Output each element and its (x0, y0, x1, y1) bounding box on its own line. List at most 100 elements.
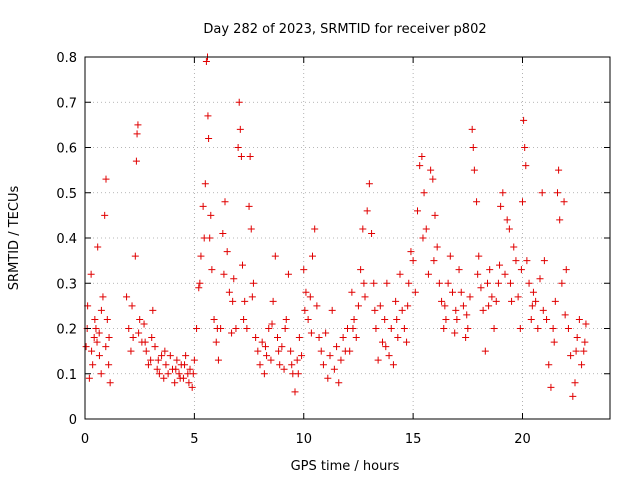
data-point (260, 370, 268, 378)
data-point (545, 361, 553, 369)
data-point (348, 288, 356, 296)
data-point (254, 347, 262, 355)
data-point (370, 279, 378, 287)
axis-ticks (84, 56, 610, 420)
data-point (131, 252, 139, 260)
data-point (409, 257, 417, 265)
data-point (213, 325, 221, 332)
y-tick-label: 0 (69, 413, 77, 428)
data-point (411, 288, 419, 296)
data-point (547, 383, 555, 391)
data-point (93, 338, 101, 346)
data-point (190, 356, 198, 364)
data-point (368, 229, 376, 237)
y-tick-label: 0.4 (56, 232, 77, 247)
data-point (438, 297, 446, 305)
data-point (470, 166, 478, 174)
data-point (210, 315, 218, 323)
data-point (185, 379, 193, 387)
data-point (232, 325, 240, 332)
data-point (294, 370, 302, 378)
data-point (484, 279, 491, 287)
data-point (464, 325, 472, 332)
data-point (153, 365, 161, 373)
data-point (387, 325, 395, 332)
data-point (389, 361, 397, 369)
x-tick-label: 5 (190, 432, 198, 447)
data-point (234, 144, 242, 151)
data-point (166, 352, 174, 360)
data-point (430, 257, 438, 265)
data-point (278, 343, 286, 351)
data-point (469, 144, 477, 151)
data-point (555, 166, 563, 174)
data-point (501, 270, 509, 278)
data-point (199, 202, 207, 210)
data-point (103, 315, 111, 323)
data-point (196, 279, 204, 287)
data-point (265, 325, 273, 332)
data-point (149, 306, 157, 314)
data-point (486, 266, 494, 274)
data-point (459, 302, 467, 310)
chart-title: Day 282 of 2023, SRMTID for receiver p80… (203, 22, 486, 37)
data-point (398, 306, 406, 314)
data-point (256, 361, 264, 369)
data-point (520, 116, 528, 124)
data-point (477, 284, 485, 292)
data-point (322, 329, 330, 337)
data-point (288, 361, 296, 369)
data-point (207, 211, 215, 219)
y-tick-label: 0.7 (56, 96, 77, 111)
data-point (453, 315, 461, 323)
data-point (422, 225, 430, 233)
data-point (528, 302, 536, 310)
data-point (400, 325, 408, 332)
data-point (506, 279, 514, 287)
data-point (490, 325, 498, 332)
data-point (381, 315, 389, 323)
data-point (274, 334, 281, 342)
data-point (133, 130, 141, 138)
y-tick-label: 0.6 (56, 142, 77, 157)
data-point (354, 302, 362, 310)
data-point (197, 252, 205, 260)
data-point (485, 302, 493, 310)
data-point (214, 356, 222, 364)
data-point (261, 343, 269, 351)
data-point (154, 356, 162, 364)
data-point (499, 189, 507, 197)
data-point (512, 257, 520, 265)
data-point (505, 225, 513, 233)
data-point (455, 266, 463, 274)
data-point (85, 374, 93, 382)
data-point (249, 279, 257, 287)
data-point (326, 352, 334, 360)
data-point (142, 347, 150, 355)
y-tick-label: 0.1 (56, 368, 77, 383)
data-point (572, 347, 580, 355)
data-point (91, 315, 99, 323)
data-point (363, 207, 371, 215)
data-point (129, 334, 137, 342)
data-point (97, 370, 105, 378)
data-point (186, 365, 194, 373)
data-point (514, 293, 522, 301)
data-point (424, 270, 432, 278)
data-point (89, 361, 97, 369)
data-point (497, 202, 505, 210)
data-point (416, 162, 424, 170)
data-point (298, 352, 306, 360)
data-point (359, 225, 367, 233)
data-point (407, 248, 415, 256)
data-point (202, 58, 210, 66)
data-point (581, 338, 589, 346)
data-point (494, 279, 502, 287)
x-axis-label: GPS time / hours (291, 459, 400, 474)
data-point (556, 216, 564, 224)
data-point (335, 379, 343, 387)
data-point (462, 334, 470, 342)
data-point (529, 288, 537, 296)
data-point (245, 202, 253, 210)
